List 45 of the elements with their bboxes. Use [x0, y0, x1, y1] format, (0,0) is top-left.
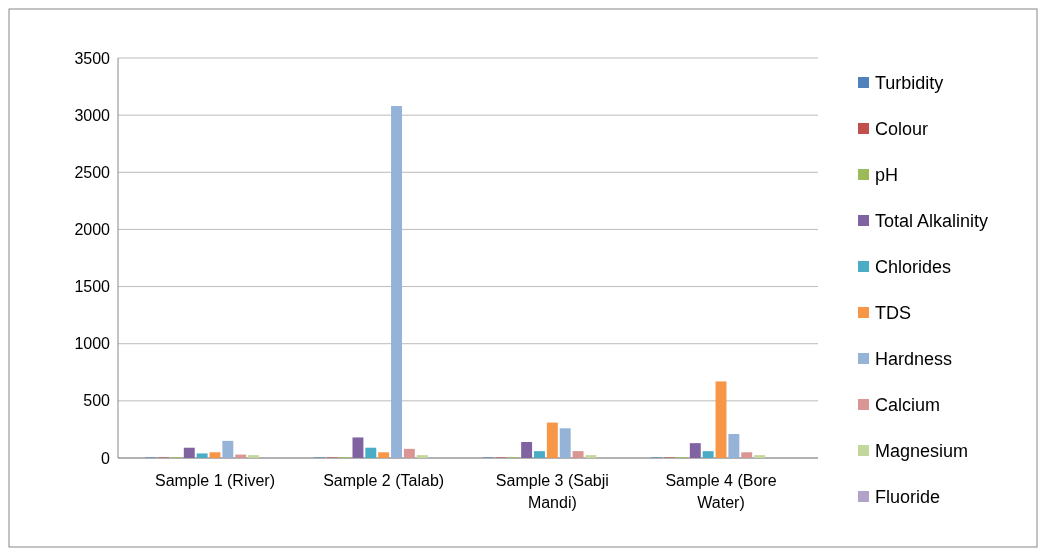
bar	[248, 455, 260, 458]
bar	[728, 434, 740, 458]
bar	[352, 437, 364, 458]
x-tick-label: Sample 1 (River)	[154, 472, 275, 489]
legend-label: Chlorides	[875, 257, 952, 278]
bar	[559, 428, 571, 458]
bar	[689, 443, 701, 458]
bar	[391, 106, 402, 458]
bar	[702, 451, 714, 458]
bar	[403, 448, 415, 458]
legend-label: Turbidity	[875, 73, 944, 94]
bar	[183, 447, 195, 458]
y-tick-label: 3000	[74, 106, 111, 124]
y-tick-label: 500	[83, 392, 111, 410]
bar	[378, 452, 390, 458]
x-tick-label: Sample 3 (Sabji Mandi)	[495, 472, 609, 511]
x-tick-label: Sample 4 (Bore Water)	[665, 472, 777, 511]
bar	[572, 451, 584, 458]
bar	[365, 447, 377, 458]
bar	[416, 455, 428, 458]
legend-label: Total Alkalinity	[875, 211, 989, 232]
y-tick-label: 1000	[74, 335, 111, 353]
y-tick-label: 0	[101, 449, 111, 467]
legend-label: TDS	[875, 303, 911, 324]
bar	[585, 455, 597, 458]
legend-label: Magnesium	[875, 441, 969, 462]
legend-label: Colour	[875, 119, 929, 140]
bar	[222, 440, 234, 458]
bar	[546, 422, 558, 458]
bar	[534, 451, 545, 458]
legend-label: pH	[875, 165, 899, 186]
y-tick-label: 3500	[74, 49, 111, 67]
bar	[715, 381, 727, 458]
legend-label: Calcium	[875, 395, 941, 416]
x-tick-label: Sample 2 (Talab)	[323, 472, 445, 489]
legend-label: Fluoride	[875, 487, 941, 508]
legend-label: Hardness	[875, 349, 953, 370]
y-tick-label: 2000	[74, 221, 111, 239]
y-tick-label: 1500	[74, 278, 111, 296]
y-tick-label: 2500	[74, 163, 111, 181]
bar	[741, 452, 753, 458]
bar	[209, 452, 221, 458]
bar	[196, 453, 208, 458]
bar	[754, 455, 766, 458]
bar	[521, 442, 533, 458]
